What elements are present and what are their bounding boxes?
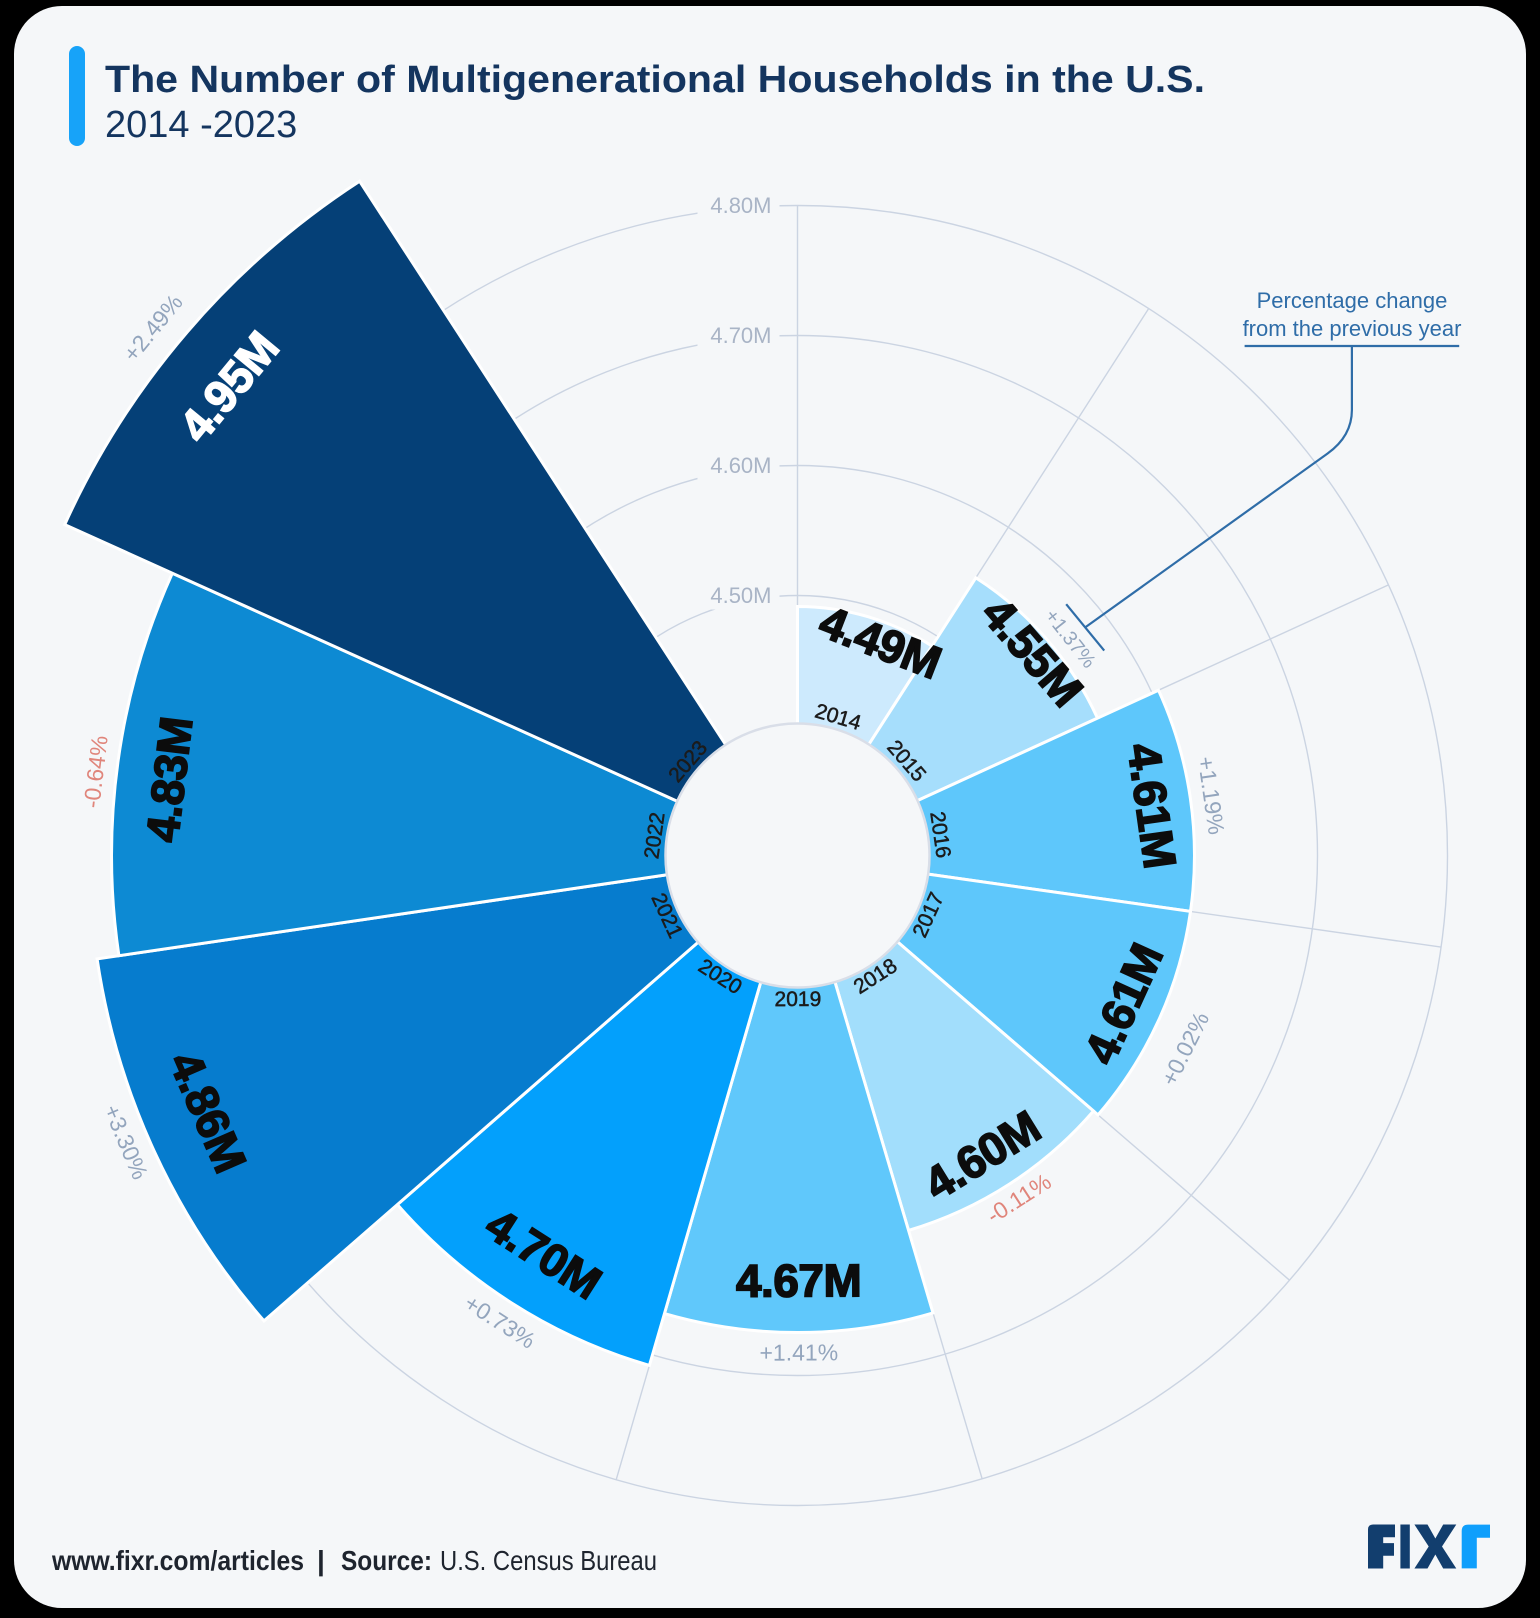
svg-text:4.70M: 4.70M — [710, 323, 771, 348]
svg-text:4.60M: 4.60M — [710, 453, 771, 478]
svg-text:2014 -2023: 2014 -2023 — [105, 104, 297, 146]
svg-text:Percentage change: Percentage change — [1257, 288, 1448, 313]
svg-text:from the previous year: from the previous year — [1243, 316, 1462, 341]
svg-text:+1.41%: +1.41% — [759, 1339, 838, 1365]
svg-text:2019: 2019 — [775, 988, 822, 1011]
svg-text:U.S. Census Bureau: U.S. Census Bureau — [440, 1545, 657, 1576]
svg-text:4.50M: 4.50M — [710, 583, 771, 608]
svg-text:4.67M: 4.67M — [736, 1254, 862, 1306]
svg-text:4.80M: 4.80M — [710, 193, 771, 218]
svg-text:Source:: Source: — [341, 1545, 432, 1576]
svg-text:www.fixr.com/articles: www.fixr.com/articles — [51, 1545, 304, 1576]
svg-text:The Number of Multigenerationa: The Number of Multigenerational Househol… — [105, 59, 1205, 101]
svg-text:|: | — [317, 1545, 325, 1576]
